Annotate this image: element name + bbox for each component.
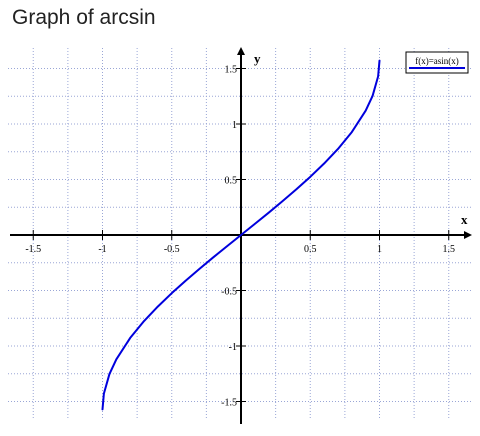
- page-title: Graph of arcsin: [12, 6, 156, 29]
- series-line-asin: [101, 59, 381, 411]
- y-tick-label: 0.5: [225, 176, 238, 187]
- x-tick-label: 1: [377, 244, 382, 255]
- x-tick-label: -1: [98, 244, 106, 255]
- y-axis-arrow: [237, 47, 245, 55]
- series-layer: [101, 59, 381, 411]
- axes: xy: [10, 47, 472, 424]
- legend-entry-label: f(x)=asin(x): [415, 56, 459, 66]
- y-tick-label: -1: [229, 342, 237, 353]
- y-axis-label: y: [254, 51, 261, 66]
- x-tick-label: -0.5: [164, 244, 180, 255]
- y-tick-label: -0.5: [221, 287, 237, 298]
- x-axis-label: x: [461, 212, 468, 227]
- y-tick-label: -1.5: [221, 398, 237, 409]
- x-tick-label: 0.5: [304, 244, 317, 255]
- x-tick-label: 1.5: [443, 244, 456, 255]
- x-tick-label: -1.5: [25, 244, 41, 255]
- legend: f(x)=asin(x): [405, 51, 469, 74]
- x-axis-arrow: [464, 231, 472, 239]
- tick-marks: -1.5 -1 -0.5 0.5 1 1.5 -1.5 -1 -0.5 0.5 1 1.5: [25, 65, 455, 409]
- y-tick-label: 1.5: [225, 65, 238, 76]
- y-tick-label: 1: [232, 120, 237, 131]
